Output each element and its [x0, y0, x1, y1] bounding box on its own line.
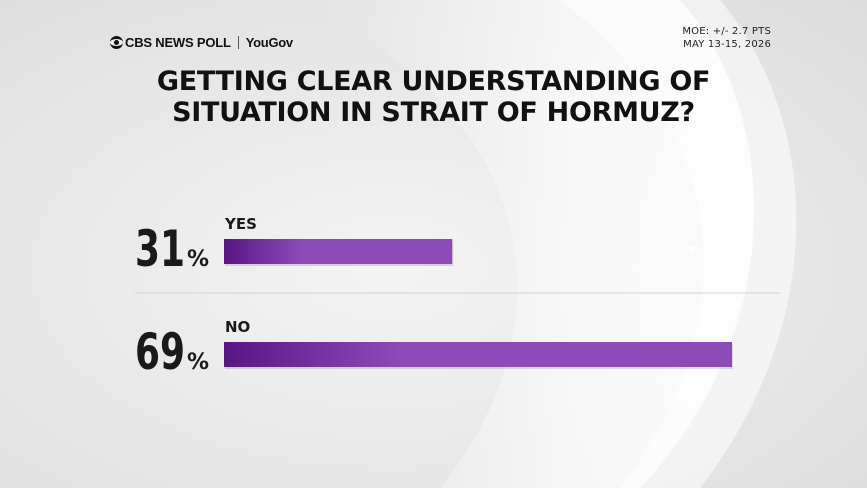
- bar-no: [224, 342, 732, 367]
- category-label-yes: YES: [224, 215, 257, 233]
- value-label-no: 69: [135, 323, 185, 381]
- margin-of-error: MOE: +/- 2.7 PTS: [682, 26, 771, 37]
- page-title: GETTING CLEAR UNDERSTANDING OF SITUATION…: [0, 66, 867, 128]
- title-line-2: SITUATION IN STRAIT OF HORMUZ?: [172, 97, 695, 128]
- poll-meta: MOE: +/- 2.7 PTS MAY 13-15, 2026: [682, 26, 771, 51]
- bars-group: YES 31 % NO 69%: [135, 215, 733, 381]
- brand-divider: [237, 35, 239, 49]
- brand-network: CBS NEWS POLL: [125, 34, 231, 50]
- poll-dates: MAY 13-15, 2026: [683, 38, 771, 50]
- cbs-eye-icon: [110, 35, 123, 49]
- title-line-1: GETTING CLEAR UNDERSTANDING OF: [156, 66, 711, 97]
- percent-sign-yes: %: [187, 247, 209, 272]
- category-label-no: NO: [225, 318, 250, 336]
- brand-logo: CBS NEWS POLL YouGov: [110, 34, 293, 50]
- value-label-yes: 31: [135, 220, 185, 278]
- brand-partner: YouGov: [245, 34, 293, 50]
- bar-yes: [224, 239, 453, 264]
- percent-sign-no: %: [187, 350, 209, 375]
